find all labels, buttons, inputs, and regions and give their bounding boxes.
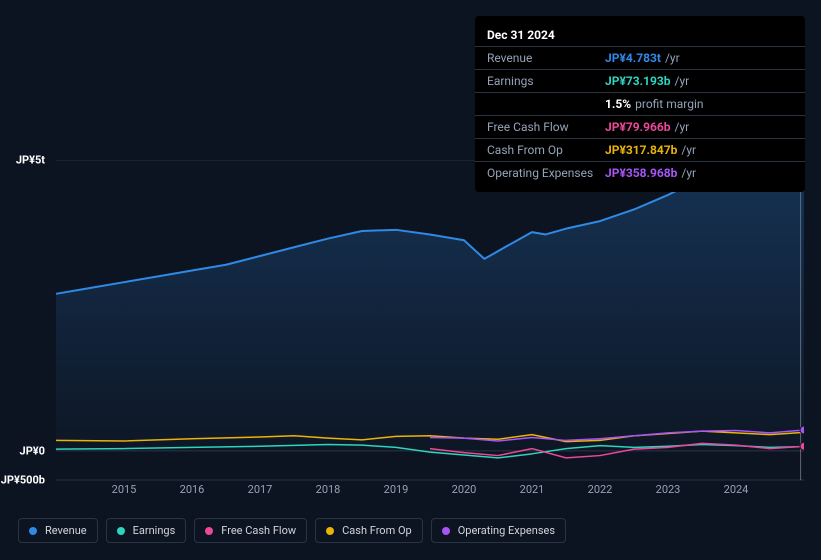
x-axis-label: 2018 [316,483,341,496]
tooltip-row: Cash From OpJP¥317.847b/yr [475,138,805,161]
legend-dot-icon [442,527,450,535]
tooltip-row-value: 1.5% [605,97,631,111]
tooltip-row-suffix: /yr [665,51,680,65]
y-axis-label: JP¥5t [16,154,45,167]
legend-item-operating-expenses[interactable]: Operating Expenses [431,518,566,543]
chart-legend: Revenue Earnings Free Cash Flow Cash From O… [18,518,566,543]
x-axis-label: 2023 [656,483,681,496]
chart-tooltip: Dec 31 2024 RevenueJP¥4.783t/yrEarningsJ… [475,16,805,192]
financial-chart[interactable]: JP¥5tJP¥0-JP¥500b 2015201620172018201920… [18,160,803,480]
tooltip-row-value: JP¥4.783t [605,51,661,65]
legend-item-free-cash-flow[interactable]: Free Cash Flow [194,518,307,543]
tooltip-row-suffix: /yr [675,74,690,88]
tooltip-row-label: Cash From Op [487,143,605,157]
tooltip-row: 1.5% profit margin [475,92,805,115]
y-axis-label: -JP¥500b [0,474,45,487]
legend-item-earnings[interactable]: Earnings [106,518,187,543]
x-axis-label: 2019 [384,483,409,496]
x-axis-label: 2022 [588,483,613,496]
legend-dot-icon [326,527,334,535]
tooltip-row-value: JP¥358.968b [605,166,677,180]
tooltip-date: Dec 31 2024 [475,24,805,46]
legend-label: Cash From Op [342,524,412,537]
x-axis-label: 2017 [248,483,273,496]
tooltip-row-label: Earnings [487,74,605,88]
x-axis-label: 2021 [520,483,545,496]
legend-dot-icon [29,527,37,535]
tooltip-row-label: Revenue [487,51,605,65]
tooltip-row-value: JP¥79.966b [605,120,671,134]
tooltip-row: Operating ExpensesJP¥358.968b/yr [475,161,805,184]
legend-label: Revenue [45,524,87,537]
x-axis-label: 2020 [452,483,477,496]
end-marker [800,426,804,434]
legend-item-cash-from-op[interactable]: Cash From Op [315,518,423,543]
x-axis-label: 2015 [112,483,137,496]
y-axis-label: JP¥0 [20,444,45,457]
end-marker [800,442,804,450]
legend-label: Operating Expenses [458,524,555,537]
tooltip-row-label: Operating Expenses [487,166,605,180]
tooltip-row-suffix: /yr [681,166,696,180]
legend-label: Earnings [133,524,176,537]
tooltip-row-label: Free Cash Flow [487,120,605,134]
legend-item-revenue[interactable]: Revenue [18,518,98,543]
tooltip-row-value: JP¥317.847b [605,143,677,157]
legend-dot-icon [117,527,125,535]
x-axis-label: 2024 [724,483,749,496]
tooltip-row-value: JP¥73.193b [605,74,671,88]
tooltip-row: EarningsJP¥73.193b/yr [475,69,805,92]
tooltip-row-suffix: /yr [681,143,696,157]
legend-dot-icon [205,527,213,535]
x-axis-label: 2016 [180,483,205,496]
tooltip-row-suffix: profit margin [635,97,703,111]
tooltip-row: Free Cash FlowJP¥79.966b/yr [475,115,805,138]
legend-label: Free Cash Flow [221,524,296,537]
tooltip-row-suffix: /yr [675,120,690,134]
tooltip-row: RevenueJP¥4.783t/yr [475,46,805,69]
